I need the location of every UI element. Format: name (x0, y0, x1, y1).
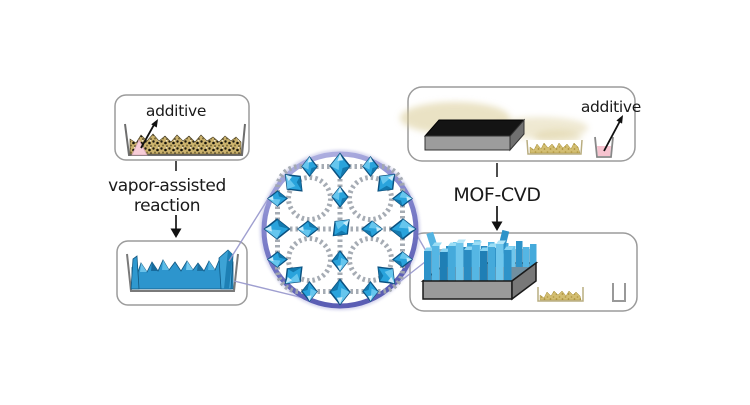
metal-node-gems (263, 152, 417, 306)
additive-droplet-left (131, 139, 148, 156)
mof-film-pillars (424, 229, 537, 284)
additive-arrow-left (140, 119, 158, 149)
additive-label-left: additive (146, 102, 206, 120)
down-arrow-left (170, 215, 182, 238)
additive-label-right: additive (581, 98, 641, 116)
leftover-powder-boat-bottom (537, 287, 584, 302)
mof-crystal-boat (126, 249, 239, 292)
powder-mixture-boat (124, 123, 246, 156)
process-label-vapor-line2: reaction (134, 196, 200, 216)
process-label-mof-cvd: MOF-CVD (453, 184, 540, 206)
mof-film-on-substrate (420, 229, 539, 301)
empty-additive-vial (612, 283, 626, 302)
process-label-vapor-line1: vapor-assisted (108, 176, 226, 196)
coated-substrate-slab (423, 118, 526, 152)
down-arrow-right (491, 206, 503, 231)
additive-arrow-right (603, 115, 623, 152)
mof-lattice-structure (263, 152, 417, 306)
precursor-powder-boat-top (526, 139, 583, 155)
